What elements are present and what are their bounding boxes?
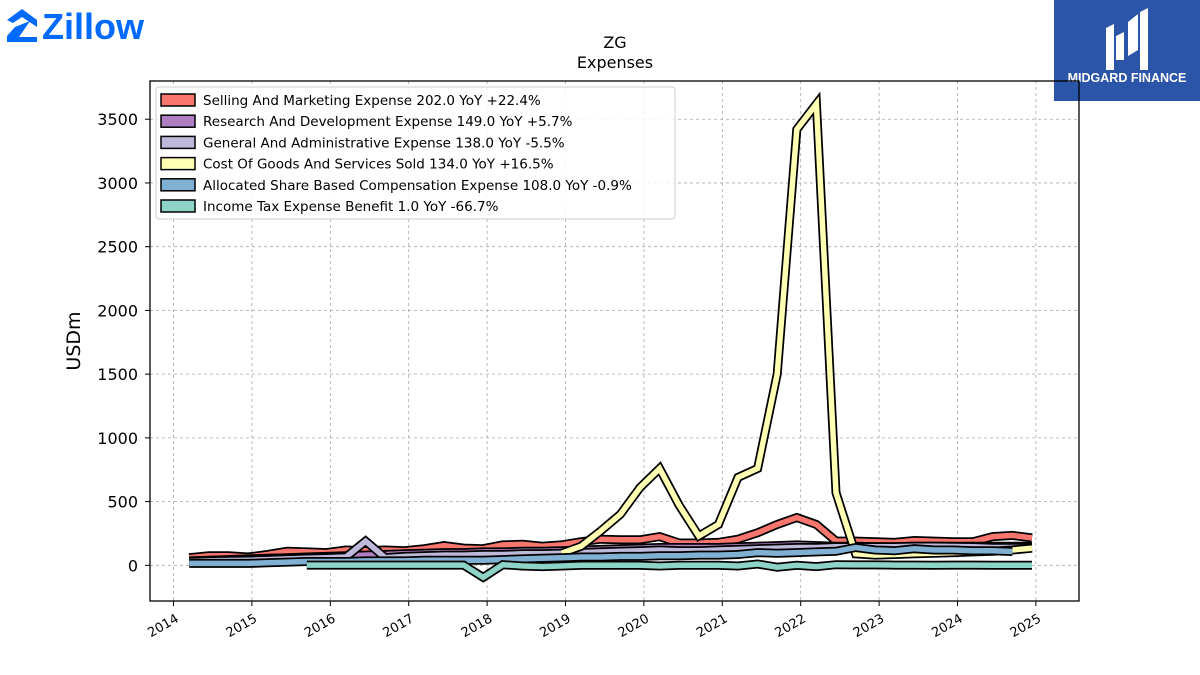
legend-label: Research And Development Expense 149.0 Y… [203, 114, 573, 130]
x-tick-label: 2025 [1008, 611, 1044, 641]
midgard-finance-logo: MIDGARD FINANCE [1054, 0, 1200, 101]
legend-label: Allocated Share Based Compensation Expen… [203, 178, 632, 194]
x-tick-label: 2016 [302, 611, 338, 641]
legend-swatch [160, 114, 196, 128]
y-axis-label: USDm [63, 311, 85, 370]
x-tick-label: 2019 [537, 611, 573, 641]
legend-swatch [160, 93, 196, 107]
legend-item: Research And Development Expense 149.0 Y… [160, 114, 573, 130]
legend-item: Cost Of Goods And Services Sold 134.0 Yo… [160, 156, 554, 173]
legend-label: Selling And Marketing Expense 202.0 YoY … [203, 93, 541, 109]
zillow-wordmark: Zillow [42, 6, 145, 46]
x-tick-label: 2020 [616, 611, 652, 641]
y-tick-label: 3500 [97, 110, 138, 129]
plot-frame [149, 80, 1080, 602]
x-tick-label: 2024 [929, 611, 965, 641]
y-tick-label: 2000 [97, 301, 138, 320]
y-tick-label: 1000 [97, 429, 138, 448]
series-stroke [306, 561, 1032, 581]
legend-swatch [160, 135, 196, 150]
zillow-logo: Zillow [7, 6, 145, 46]
legend-item: Income Tax Expense Benefit 1.0 YoY -66.7… [160, 199, 499, 215]
midgard-emblem-icon [1106, 8, 1148, 70]
x-tick-label: 2015 [224, 611, 260, 641]
x-tick-label: 2014 [145, 611, 181, 641]
x-tick-label: 2017 [381, 611, 417, 641]
midgard-wordmark: MIDGARD FINANCE [1068, 71, 1187, 85]
legend-label: Cost Of Goods And Services Sold 134.0 Yo… [203, 157, 554, 173]
y-tick-label: 3000 [97, 174, 138, 193]
legend-swatch [160, 199, 196, 213]
legend-item: Allocated Share Based Compensation Expen… [160, 178, 632, 194]
y-tick-label: 1500 [97, 365, 138, 384]
legend: Selling And Marketing Expense 202.0 YoY … [155, 86, 676, 220]
x-tick-label: 2018 [459, 611, 495, 641]
x-tick-label: 2023 [851, 611, 887, 641]
series-5-line [306, 559, 1032, 583]
legend-swatch [160, 178, 196, 192]
legend-item: General And Administrative Expense 138.0… [160, 135, 565, 151]
x-tick-label: 2021 [694, 611, 730, 641]
x-tick-label: 2022 [773, 611, 809, 641]
chart-title: ZG [603, 33, 626, 52]
legend-box [155, 86, 676, 220]
chart-subtitle: Expenses [577, 53, 653, 72]
legend-item: Selling And Marketing Expense 202.0 YoY … [160, 93, 541, 109]
zillow-house-icon [7, 9, 37, 42]
legend-label: General And Administrative Expense 138.0… [203, 135, 565, 151]
y-tick-label: 2500 [97, 238, 138, 257]
legend-label: Income Tax Expense Benefit 1.0 YoY -66.7… [203, 199, 499, 215]
legend-swatch [160, 156, 196, 171]
series-layer [188, 91, 1033, 583]
y-tick-label: 0 [128, 556, 138, 575]
y-tick-label: 500 [107, 493, 138, 512]
